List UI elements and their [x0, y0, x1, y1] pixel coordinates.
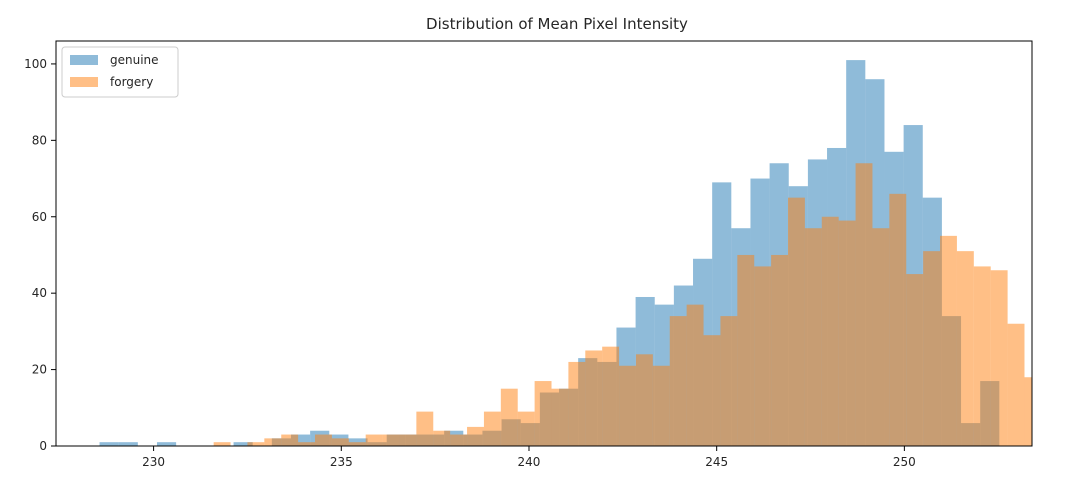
- forgery-bar-20: [551, 388, 569, 446]
- legend-swatch-forgery: [70, 77, 98, 87]
- forgery-bar-46: [990, 270, 1008, 446]
- forgery-bar-26: [652, 365, 670, 446]
- y-tick-label: 80: [32, 133, 47, 147]
- y-tick-label: 0: [39, 439, 47, 453]
- forgery-bar-34: [788, 197, 805, 446]
- legend-label-forgery: forgery: [110, 75, 153, 89]
- forgery-bar-15: [467, 426, 484, 446]
- forgery-bar-12: [416, 411, 434, 446]
- forgery-bar-9: [365, 434, 383, 446]
- forgery-bar-0: [213, 442, 231, 446]
- x-tick-label: 250: [893, 455, 916, 469]
- forgery-bar-47: [1007, 323, 1025, 446]
- forgery-bar-16: [483, 411, 501, 446]
- forgery-bar-23: [602, 346, 620, 446]
- x-tick-label: 245: [705, 455, 728, 469]
- forgery-bar-32: [754, 266, 772, 446]
- genuine-bar-7: [233, 442, 253, 446]
- forgery-bar-27: [669, 316, 687, 446]
- forgery-bar-11: [399, 434, 417, 446]
- forgery-bar-44: [956, 251, 974, 446]
- forgery-bar-13: [433, 430, 451, 446]
- y-tick-label: 100: [24, 57, 47, 71]
- forgery-bar-14: [450, 434, 468, 446]
- forgery-bar-25: [635, 354, 653, 446]
- plot-area-frame: [55, 40, 1033, 447]
- legend: genuine forgery: [61, 46, 179, 98]
- chart-title: Distribution of Mean Pixel Intensity: [426, 15, 688, 33]
- forgery-bar-8: [348, 442, 366, 446]
- y-tick-label: 40: [32, 286, 47, 300]
- forgery-bar-24: [619, 365, 636, 446]
- forgery-bar-30: [720, 316, 738, 446]
- x-tick-label: 230: [142, 455, 165, 469]
- legend-swatch-genuine: [70, 55, 98, 65]
- forgery-bar-43: [940, 235, 957, 446]
- x-tick-label: 235: [330, 455, 353, 469]
- forgery-bar-5: [298, 442, 316, 446]
- y-axis: 0 20 40 60 80 100: [24, 57, 56, 453]
- x-tick-label: 240: [518, 455, 541, 469]
- forgery-bar-48: [1024, 377, 1032, 446]
- forgery-bar-7: [331, 438, 349, 446]
- forgery-bar-45: [973, 266, 991, 446]
- genuine-bar-3: [156, 442, 177, 446]
- forgery-bar-28: [686, 304, 704, 446]
- forgery-bar-38: [855, 163, 873, 446]
- forgery-bar-22: [585, 350, 603, 446]
- forgery-bar-3: [264, 438, 282, 446]
- legend-label-genuine: genuine: [110, 53, 159, 67]
- forgery-bar-31: [737, 254, 755, 446]
- forgery-bars: [213, 163, 1032, 446]
- forgery-bar-36: [821, 216, 839, 446]
- forgery-bar-39: [872, 228, 890, 446]
- forgery-bar-2: [247, 442, 265, 446]
- forgery-bar-35: [804, 228, 822, 446]
- y-tick-label: 60: [32, 210, 47, 224]
- genuine-bar-1: [118, 442, 138, 446]
- forgery-bar-18: [517, 411, 535, 446]
- forgery-bar-10: [382, 434, 400, 446]
- forgery-bar-40: [889, 193, 907, 446]
- forgery-bar-21: [568, 361, 586, 446]
- x-axis: 230 235 240 245 250: [142, 446, 916, 469]
- forgery-bar-29: [703, 335, 721, 446]
- forgery-bar-17: [500, 388, 518, 446]
- forgery-bar-4: [281, 434, 299, 446]
- genuine-bar-10: [290, 434, 311, 446]
- forgery-bar-19: [534, 381, 552, 446]
- forgery-bar-42: [923, 251, 941, 446]
- forgery-bar-41: [906, 274, 924, 446]
- forgery-bar-6: [315, 434, 332, 446]
- genuine-bar-0: [99, 442, 119, 446]
- y-tick-label: 20: [32, 363, 47, 377]
- forgery-bar-37: [838, 220, 856, 446]
- forgery-bar-33: [771, 254, 788, 446]
